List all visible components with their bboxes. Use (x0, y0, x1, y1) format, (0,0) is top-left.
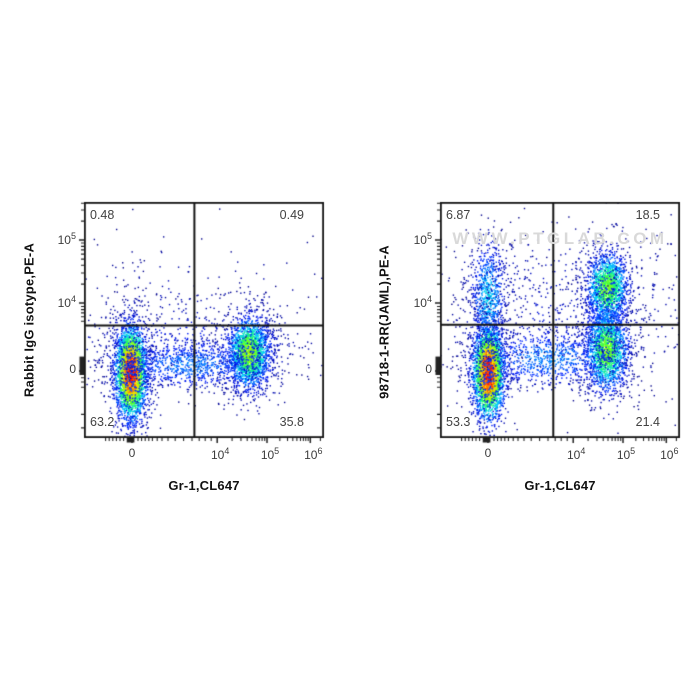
quadrant-stat-bottom-left: 63.2 (90, 415, 115, 429)
x-tick-label: 105 (260, 446, 280, 462)
y-tick-label: 105 (413, 230, 432, 247)
x-tick-label: 106 (660, 446, 679, 462)
flow-plot-canvas (424, 199, 686, 456)
quadrant-stat-top-right: 0.49 (279, 208, 304, 222)
x-axis-label: Gr-1,CL647 (524, 478, 596, 493)
quadrant-stat-bottom-left: 53.3 (446, 415, 471, 429)
x-tick-label: 0 (484, 446, 492, 460)
y-tick-label: 0 (69, 361, 76, 376)
x-tick-label: 0 (128, 446, 136, 460)
x-tick-label: 105 (616, 446, 636, 462)
y-tick-label: 104 (57, 294, 76, 310)
x-tick-label: 104 (211, 446, 230, 462)
y-tick-label: 0 (425, 361, 432, 376)
quadrant-stat-bottom-right: 35.8 (279, 415, 304, 429)
x-tick-label: 106 (304, 446, 323, 462)
quadrant-stat-top-left: 6.87 (446, 208, 471, 222)
quadrant-stat-bottom-right: 21.4 (635, 415, 660, 429)
flow-panel-isotype-control: Rabbit IgG isotype,PE-A Gr-1,CL647 0.48 … (22, 199, 330, 493)
flow-panel-jaml-antibody: 98718-1-RR(JAML),PE-A Gr-1,CL647 WWW.PTG… (377, 199, 686, 493)
y-tick-label: 104 (413, 294, 432, 310)
y-tick-label: 105 (57, 230, 76, 247)
flow-plot-canvas (68, 199, 330, 456)
quadrant-stat-top-left: 0.48 (90, 208, 115, 222)
quadrant-stat-top-right: 18.5 (635, 208, 660, 222)
x-axis-label: Gr-1,CL647 (168, 478, 240, 493)
x-tick-label: 104 (567, 446, 586, 462)
